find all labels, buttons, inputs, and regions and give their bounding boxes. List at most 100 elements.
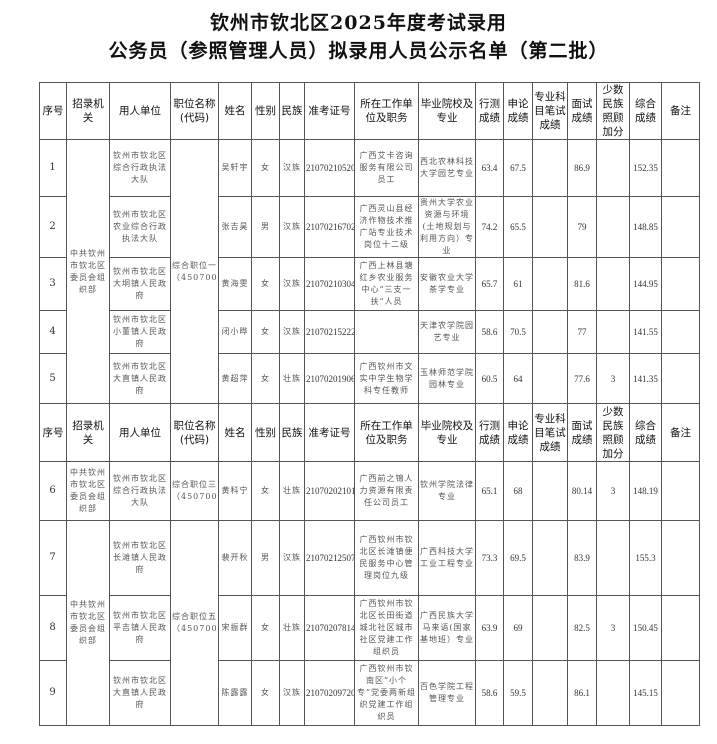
cell-school: 天津农学院园艺专业 — [418, 310, 476, 354]
cell-workplace: 广西灵山县经济作物技术推广站专业技术岗位十二级 — [354, 196, 419, 258]
cell-bonus — [596, 310, 630, 354]
cell-note — [661, 520, 700, 596]
cell-workplace: 广西钦州市文实中学生物学科专任教师 — [354, 353, 419, 404]
cell-note — [661, 353, 700, 404]
cell-school: 百色学院工程管理专业 — [418, 660, 476, 726]
cell-gender: 女 — [251, 139, 280, 197]
cell-major — [532, 310, 568, 354]
cell-bonus — [596, 196, 630, 258]
column-header-unit: 用人单位 — [109, 403, 171, 462]
cell-xingce: 73.3 — [475, 520, 504, 596]
column-header-position: 职位名称(代码) — [170, 403, 219, 462]
cell-gender: 女 — [251, 461, 280, 521]
cell-unit: 钦州市钦北区综合行政执法大队 — [109, 139, 171, 197]
column-header-interview: 面试成绩 — [567, 403, 597, 462]
column-header-name: 姓名 — [218, 403, 252, 462]
column-header-position: 职位名称(代码) — [170, 82, 219, 140]
column-header-workplace: 所在工作单位及职务 — [354, 82, 419, 140]
cell-total: 145.15 — [629, 660, 662, 726]
column-header-seq: 序号 — [39, 403, 67, 462]
cell-seq: 3 — [39, 257, 67, 311]
cell-xingce: 58.6 — [475, 660, 504, 726]
cell-name: 吴轩宇 — [218, 139, 252, 197]
table-row: 9 钦州市钦北区大直镇人民政府 陈露露女汉族 21070209720 广西钦州市钦南区“… — [39, 660, 700, 726]
cell-workplace: 广西钦州市钦南区“小个专”党委两新组织党建工作组织员 — [354, 660, 419, 726]
cell-exam-id: 21070207814 — [304, 595, 355, 661]
cell-shenlun: 59.5 — [503, 660, 533, 726]
column-header-agency: 招录机关 — [66, 82, 110, 140]
cell-name: 宋振群 — [218, 595, 252, 661]
column-header-note: 备注 — [661, 82, 700, 140]
column-header-shenlun: 申论成绩 — [503, 82, 533, 140]
cell-interview: 82.5 — [567, 595, 597, 661]
column-header-major: 专业科目笔试成绩 — [532, 403, 568, 462]
cell-unit: 钦州市钦北区大直镇人民政府 — [109, 353, 171, 404]
cell-exam-id: 21070212507 — [304, 520, 355, 596]
column-header-school: 毕业院校及专业 — [418, 82, 476, 140]
cell-exam-id: 21070209720 — [304, 660, 355, 726]
cell-workplace — [354, 310, 419, 354]
cell-interview: 86.9 — [567, 139, 597, 197]
cell-note — [661, 461, 700, 521]
cell-interview: 81.6 — [567, 257, 597, 311]
cell-seq: 4 — [39, 310, 67, 354]
cell-total: 141.35 — [629, 353, 662, 404]
cell-school: 钦州学院法律专业 — [418, 461, 476, 521]
cell-xingce: 60.5 — [475, 353, 504, 404]
cell-name: 闭小晔 — [218, 310, 252, 354]
cell-ethnic: 壮族 — [279, 353, 305, 404]
cell-shenlun: 69 — [503, 595, 533, 661]
cell-workplace: 广西上林县塘红乡农业服务中心“三支一扶”人员 — [354, 257, 419, 311]
table-row: 4 钦州市钦北区小董镇人民政府 闭小晔女汉族 21070215222 天津农学院园艺专业… — [39, 310, 700, 354]
cell-xingce: 74.2 — [475, 196, 504, 258]
column-header-seq: 序号 — [39, 82, 67, 140]
column-header-major: 专业科目笔试成绩 — [532, 82, 568, 140]
cell-gender: 男 — [251, 520, 280, 596]
cell-major — [532, 660, 568, 726]
cell-xingce: 63.4 — [475, 139, 504, 197]
cell-bonus — [596, 520, 630, 596]
column-header-exam-id: 准考证号 — [304, 403, 355, 462]
cell-exam-id: 21070201906 — [304, 353, 355, 404]
cell-ethnic: 壮族 — [279, 595, 305, 661]
column-header-gender: 性别 — [251, 403, 280, 462]
cell-total: 148.19 — [629, 461, 662, 521]
cell-position: 综合职位五（45070059） — [170, 520, 219, 726]
cell-interview: 77 — [567, 310, 597, 354]
cell-xingce: 65.1 — [475, 461, 504, 521]
cell-ethnic: 汉族 — [279, 660, 305, 726]
column-header-xingce: 行测成绩 — [475, 82, 504, 140]
cell-gender: 女 — [251, 353, 280, 404]
cell-interview: 77.6 — [567, 353, 597, 404]
cell-seq: 6 — [39, 461, 67, 521]
cell-gender: 女 — [251, 660, 280, 726]
document-title-line2: 公务员（参照管理人员）拟录用人员公示名单（第二批） — [108, 40, 609, 62]
cell-agency: 中共钦州市钦北区委员会组织部 — [66, 520, 110, 726]
cell-seq: 7 — [39, 520, 67, 596]
column-header-agency: 招录机关 — [66, 403, 110, 462]
cell-exam-id: 21070202101 — [304, 461, 355, 521]
cell-workplace: 广西钦州市钦北区长滩镇便民服务中心管理岗位九级 — [354, 520, 419, 596]
cell-school: 广西科技大学工业工程专业 — [418, 520, 476, 596]
cell-seq: 5 — [39, 353, 67, 404]
column-header-name: 姓名 — [218, 82, 252, 140]
cell-major — [532, 139, 568, 197]
column-header-xingce: 行测成绩 — [475, 403, 504, 462]
cell-shenlun: 61 — [503, 257, 533, 311]
cell-note — [661, 196, 700, 258]
cell-ethnic: 汉族 — [279, 196, 305, 258]
table-row: 2 钦州市钦北区农业综合行政执法大队 张吉昊男汉族 21070216702 广西灵山县经… — [39, 196, 700, 258]
cell-unit: 钦州市钦北区综合行政执法大队 — [109, 461, 171, 521]
cell-major — [532, 595, 568, 661]
cell-seq: 8 — [39, 595, 67, 661]
cell-interview: 80.14 — [567, 461, 597, 521]
cell-name: 黄超萍 — [218, 353, 252, 404]
cell-major — [532, 520, 568, 596]
cell-exam-id: 21070215222 — [304, 310, 355, 354]
cell-position: 综合职位一（45070042） — [170, 139, 219, 404]
cell-unit: 钦州市钦北区长滩镇人民政府 — [109, 520, 171, 596]
column-header-total: 综合成绩 — [629, 403, 662, 462]
column-header-workplace: 所在工作单位及职务 — [354, 403, 419, 462]
cell-note — [661, 595, 700, 661]
cell-workplace: 广西钦州市钦北区长田街道城北社区城市社区党建工作组织员 — [354, 595, 419, 661]
